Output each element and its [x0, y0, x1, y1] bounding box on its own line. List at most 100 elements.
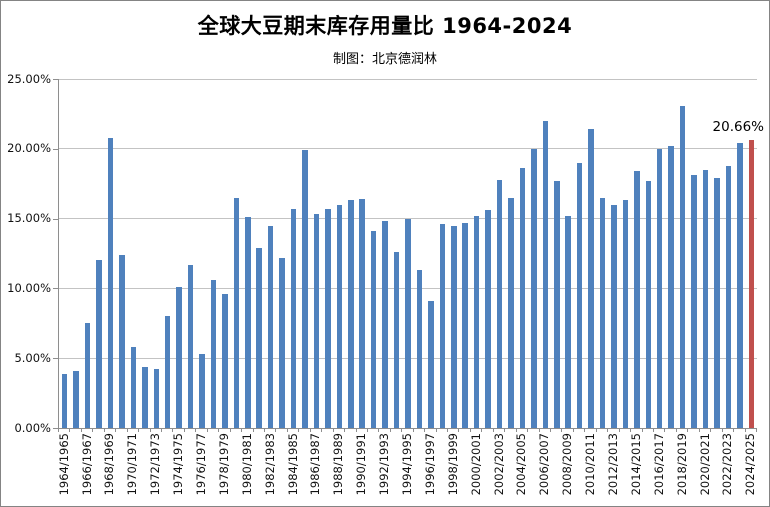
y-axis-tick-label: 25.00% — [7, 71, 51, 86]
bar-2018-2019 — [679, 105, 686, 428]
x-axis-tick-mark — [252, 428, 254, 432]
y-axis-tick-mark — [53, 358, 58, 360]
x-axis-tick-label: 2002/2003 — [491, 433, 506, 496]
x-axis-tick-mark — [263, 428, 265, 432]
x-axis-tick-mark — [618, 428, 620, 432]
bar-1978-1979 — [222, 293, 228, 428]
bar-2023-2024 — [737, 143, 743, 428]
bar-1982-1983 — [267, 225, 274, 428]
x-axis-tick-mark — [550, 428, 552, 432]
x-axis-tick-mark — [366, 428, 368, 432]
gridline — [59, 218, 757, 220]
y-axis-tick-label: 20.00% — [7, 141, 51, 156]
bar-1981-1982 — [256, 247, 262, 428]
x-axis-tick-mark — [698, 428, 700, 432]
x-axis-tick-label: 1964/1965 — [56, 433, 71, 496]
x-axis-tick-mark — [149, 428, 151, 432]
bar-1997-1998 — [439, 224, 446, 428]
bar-1976-1977 — [199, 354, 205, 428]
bar-2000-2001 — [473, 215, 480, 428]
x-axis-tick-mark — [378, 428, 380, 432]
x-axis-tick-label: 2010/2011 — [583, 433, 598, 496]
bar-2024-2025 — [748, 139, 755, 428]
bar-2005-2006 — [531, 148, 537, 428]
gridline — [59, 148, 757, 150]
bar-2021-2022 — [714, 178, 720, 428]
bar-2002-2003 — [496, 179, 503, 428]
bar-1991-1992 — [370, 231, 377, 428]
x-axis-tick-mark — [229, 428, 231, 432]
bar-2013-2014 — [622, 200, 629, 428]
x-axis-tick-mark — [710, 428, 712, 432]
bar-2003-2004 — [508, 197, 514, 428]
bar-1971-1972 — [142, 366, 148, 428]
bar-1986-1987 — [313, 214, 320, 428]
x-axis-tick-label: 1982/1983 — [262, 433, 277, 496]
x-axis-tick-mark — [412, 428, 414, 432]
x-axis-tick-mark — [309, 428, 311, 432]
bar-2019-2020 — [691, 175, 697, 428]
bar-2006-2007 — [542, 120, 549, 428]
x-axis-tick-mark — [80, 428, 82, 432]
bar-2010-2011 — [588, 129, 594, 428]
x-axis-tick-label: 2012/2013 — [605, 433, 620, 496]
x-axis-tick-mark — [538, 428, 540, 432]
x-axis-tick-label: 1968/1969 — [102, 433, 117, 496]
bar-1980-1981 — [245, 217, 251, 428]
x-axis-tick-label: 2004/2005 — [514, 433, 529, 496]
x-axis-tick-label: 1970/1971 — [125, 433, 140, 496]
bar-1988-1989 — [336, 204, 343, 428]
x-axis-tick-mark — [389, 428, 391, 432]
bar-1992-1993 — [382, 221, 388, 428]
x-axis-tick-label: 1986/1987 — [308, 433, 323, 496]
x-axis-tick-mark — [515, 428, 517, 432]
x-axis-tick-mark — [458, 428, 460, 432]
x-axis-tick-mark — [469, 428, 471, 432]
x-axis-tick-mark — [744, 428, 746, 432]
bar-1987-1988 — [325, 208, 331, 428]
y-axis-tick-label: 0.00% — [14, 420, 51, 435]
x-axis-tick-mark — [584, 428, 586, 432]
bar-1983-1984 — [279, 257, 285, 428]
x-axis-tick-mark — [126, 428, 128, 432]
bar-1989-1990 — [348, 200, 354, 428]
bar-1999-2000 — [462, 222, 468, 428]
x-axis-tick-mark — [504, 428, 506, 432]
x-axis-tick-mark — [286, 428, 288, 432]
x-axis-tick-label: 1990/1991 — [354, 433, 369, 496]
bar-1984-1985 — [290, 208, 297, 428]
x-axis-tick-mark — [630, 428, 632, 432]
x-axis-tick-mark — [492, 428, 494, 432]
chart-title: 全球大豆期末库存用量比 1964-2024 — [197, 14, 573, 38]
x-axis-tick-mark — [218, 428, 220, 432]
x-axis-tick-label: 1984/1985 — [285, 433, 300, 496]
x-axis-tick-mark — [641, 428, 643, 432]
bar-2011-2012 — [599, 197, 606, 428]
bar-1985-1986 — [302, 150, 308, 428]
plot-area — [58, 78, 757, 429]
bar-1993-1994 — [393, 252, 400, 428]
x-axis-tick-mark — [424, 428, 426, 432]
bar-1974-1975 — [176, 287, 182, 428]
y-axis-tick-label: 10.00% — [7, 280, 51, 295]
x-axis-tick-label: 1972/1973 — [148, 433, 163, 496]
x-axis-tick-label: 1966/1967 — [79, 433, 94, 496]
x-axis-tick-label: 2020/2021 — [697, 433, 712, 496]
x-axis-tick-label: 2008/2009 — [560, 433, 575, 496]
x-axis-tick-mark — [687, 428, 689, 432]
y-axis-tick-label: 15.00% — [7, 211, 51, 226]
x-axis-tick-mark — [344, 428, 346, 432]
bar-1979-1980 — [233, 197, 240, 428]
x-axis-tick-mark — [675, 428, 677, 432]
y-axis-tick-mark — [53, 428, 58, 429]
x-axis-tick-label: 1992/1993 — [377, 433, 392, 496]
x-axis-tick-mark — [275, 428, 277, 432]
bar-1972-1973 — [153, 369, 159, 428]
bar-1968-1969 — [107, 137, 114, 428]
x-axis-tick-mark — [103, 428, 105, 432]
x-axis-tick-mark — [527, 428, 529, 432]
x-axis-tick-label: 1988/1989 — [331, 433, 346, 496]
x-axis-tick-mark — [607, 428, 609, 432]
bar-2016-2017 — [656, 148, 663, 428]
